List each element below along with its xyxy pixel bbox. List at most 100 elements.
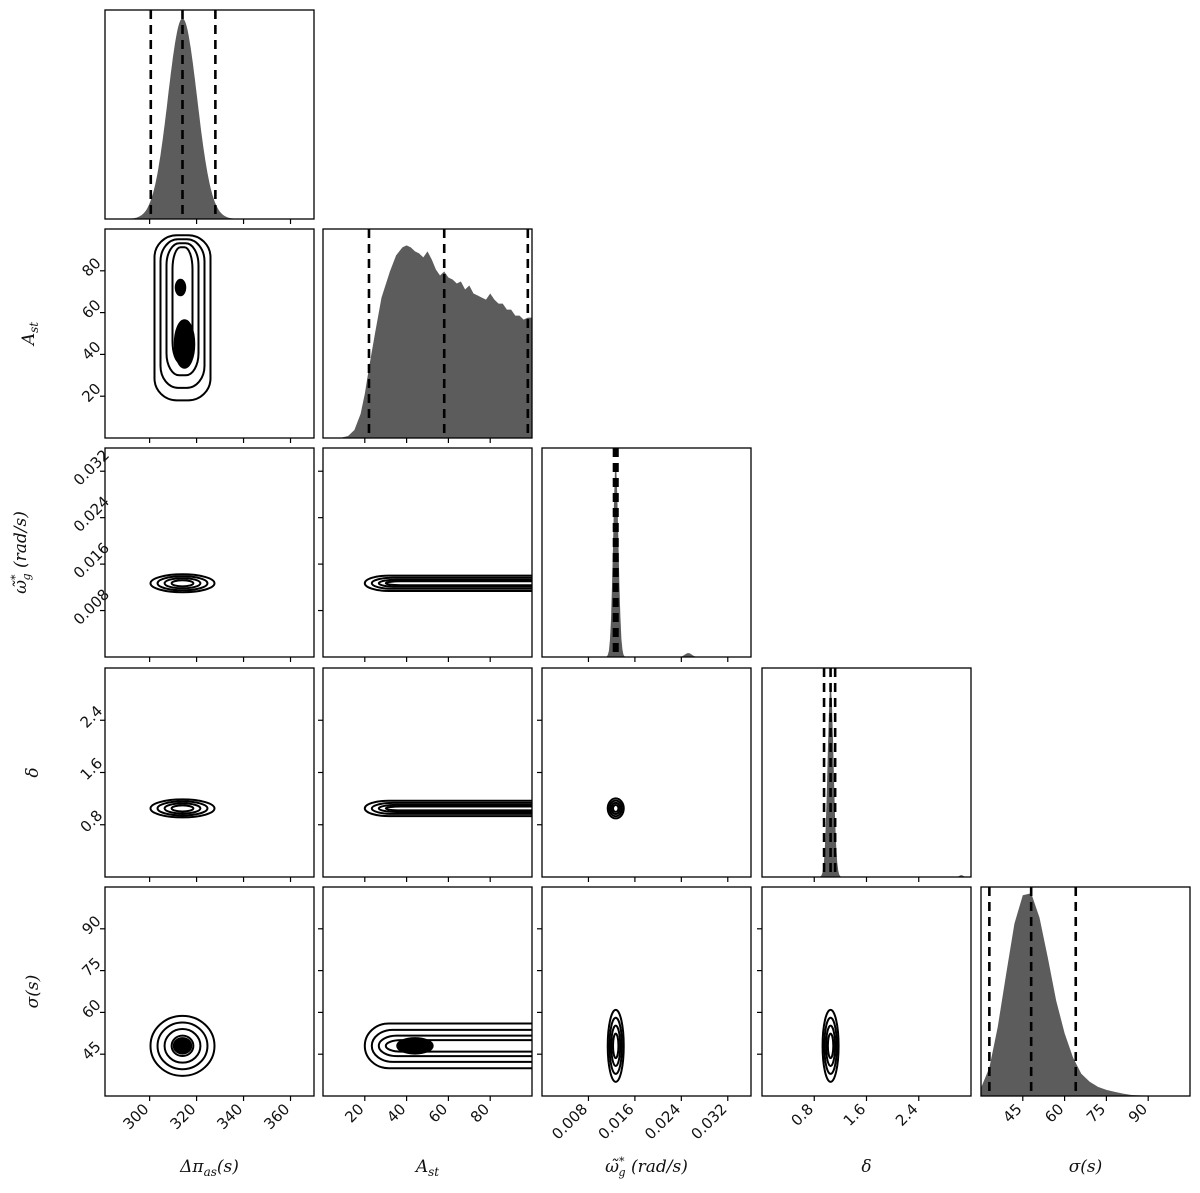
- panel-content: [363, 1022, 532, 1070]
- panel-content: [981, 887, 1190, 1096]
- x-axis-label-dpi: Δπas(s): [179, 1157, 239, 1179]
- contour-3: [170, 804, 195, 813]
- contour-1: [370, 576, 532, 590]
- x-tick-label-dpi-2: 340: [213, 1100, 246, 1133]
- x-axis-label-sigma: σ(s): [1069, 1157, 1103, 1177]
- x-tick-label-omega-2: 0.024: [641, 1100, 684, 1143]
- panel-content: [363, 574, 532, 592]
- x-tick-label-sigma-1: 60: [1041, 1100, 1067, 1126]
- contour-0: [363, 1022, 532, 1070]
- panel-dpi-vs-dpi: [104, 9, 315, 224]
- x-tick-label-ast-3: 80: [467, 1100, 493, 1126]
- contour-2: [610, 1024, 622, 1067]
- panel-content: [606, 1008, 625, 1083]
- contour-2: [825, 1024, 837, 1067]
- contour-3: [384, 805, 532, 812]
- panel-frame: [104, 228, 315, 439]
- panel-sigma-vs-dpi: 300 320 340 360 45 60 75 90: [78, 886, 315, 1133]
- histogram-ast: [323, 245, 532, 438]
- panel-content: [149, 798, 216, 819]
- histogram-sigma: [981, 893, 1190, 1096]
- contour-2: [163, 1028, 202, 1064]
- y-tick-label-delta-1: 1.6: [77, 754, 107, 784]
- x-tick-label-sigma-2: 75: [1083, 1100, 1109, 1126]
- panel-delta-vs-ast: [318, 667, 533, 882]
- panel-frame: [322, 228, 533, 439]
- panel-ast-vs-dpi: 20 40 60 80: [78, 228, 315, 443]
- x-tick-label-omega-1: 0.016: [595, 1100, 638, 1143]
- contour-1: [608, 799, 623, 818]
- contour-core-upper: [174, 278, 187, 297]
- panel-frame: [104, 447, 315, 658]
- contour-core: [396, 1037, 434, 1055]
- x-axis-label-ast: Ast: [414, 1157, 439, 1179]
- panel-frame: [104, 667, 315, 878]
- y-tick-label-omega-3: 0.032: [70, 446, 113, 489]
- y-tick-label-omega-1: 0.016: [70, 539, 113, 582]
- contour-1: [156, 800, 209, 817]
- y-tick-label-ast-0: 20: [78, 380, 104, 406]
- contour-1: [370, 801, 532, 815]
- contour-1: [370, 1028, 532, 1063]
- contour-0: [606, 1008, 625, 1083]
- contour-2: [377, 803, 532, 813]
- contour-2: [165, 242, 200, 377]
- panel-sigma-vs-ast: 20 40 60 80: [318, 886, 533, 1126]
- panel-content: [363, 799, 532, 818]
- x-tick-label-ast-2: 60: [425, 1100, 451, 1126]
- panel-frame: [322, 886, 533, 1097]
- contour-0: [149, 798, 216, 819]
- contour-core: [172, 1037, 193, 1055]
- contour-1: [159, 238, 206, 389]
- contour-3: [612, 804, 620, 813]
- y-tick-label-delta-2: 2.4: [77, 702, 107, 732]
- contour-0: [363, 799, 532, 818]
- y-axis-label-omega: ω̃*g (rad/s): [9, 511, 33, 594]
- panel-omega-vs-omega: [541, 447, 752, 662]
- contour-3: [384, 580, 532, 587]
- contour-3: [170, 1034, 195, 1058]
- panel-content: [323, 229, 532, 438]
- x-tick-label-delta-2: 2.4: [892, 1100, 922, 1130]
- panel-omega-vs-ast: [318, 447, 533, 662]
- x-tick-label-dpi-3: 360: [260, 1100, 293, 1133]
- contour-3: [612, 1032, 620, 1060]
- x-tick-label-ast-1: 40: [383, 1100, 409, 1126]
- contour-1: [156, 1021, 209, 1071]
- y-tick-label-omega-0: 0.008: [70, 585, 113, 628]
- x-tick-label-delta-1: 1.6: [840, 1100, 870, 1130]
- panel-sigma-vs-sigma: 45 60 75 90: [980, 886, 1191, 1126]
- contour-0: [149, 573, 216, 594]
- panel-content: [762, 668, 971, 877]
- y-axis-label-delta: δ: [23, 767, 43, 777]
- y-axis-label-ast: Ast: [19, 322, 41, 347]
- y-tick-label-sigma-2: 75: [78, 954, 104, 980]
- panel-content: [149, 1014, 216, 1077]
- contour-1: [608, 1016, 623, 1075]
- histogram-omega: [542, 465, 751, 657]
- contour-2: [163, 577, 202, 590]
- x-tick-label-sigma-3: 90: [1125, 1100, 1151, 1126]
- panel-delta-vs-delta: [761, 667, 972, 882]
- panel-content: [105, 10, 314, 219]
- panel-frame: [104, 9, 315, 220]
- contour-3: [170, 579, 195, 588]
- contour-2: [610, 801, 622, 816]
- contour-0: [363, 574, 532, 592]
- panel-sigma-vs-delta: 0.8 1.6 2.4: [757, 886, 972, 1130]
- contour-0: [153, 234, 212, 402]
- y-tick-label-ast-2: 60: [78, 296, 104, 322]
- panel-frame: [541, 667, 752, 878]
- panel-frame: [761, 886, 972, 1097]
- x-tick-label-dpi-1: 320: [166, 1100, 199, 1133]
- x-tick-label-delta-0: 0.8: [787, 1100, 817, 1130]
- x-axis-label-delta: δ: [861, 1157, 871, 1177]
- contour-3: [384, 1039, 532, 1053]
- panel-frame: [104, 886, 315, 1097]
- contour-2: [377, 1034, 532, 1058]
- contour-2: [163, 802, 202, 815]
- panel-content: [149, 573, 216, 594]
- y-tick-label-delta-0: 0.8: [77, 806, 107, 836]
- x-tick-label-dpi-0: 300: [119, 1100, 152, 1133]
